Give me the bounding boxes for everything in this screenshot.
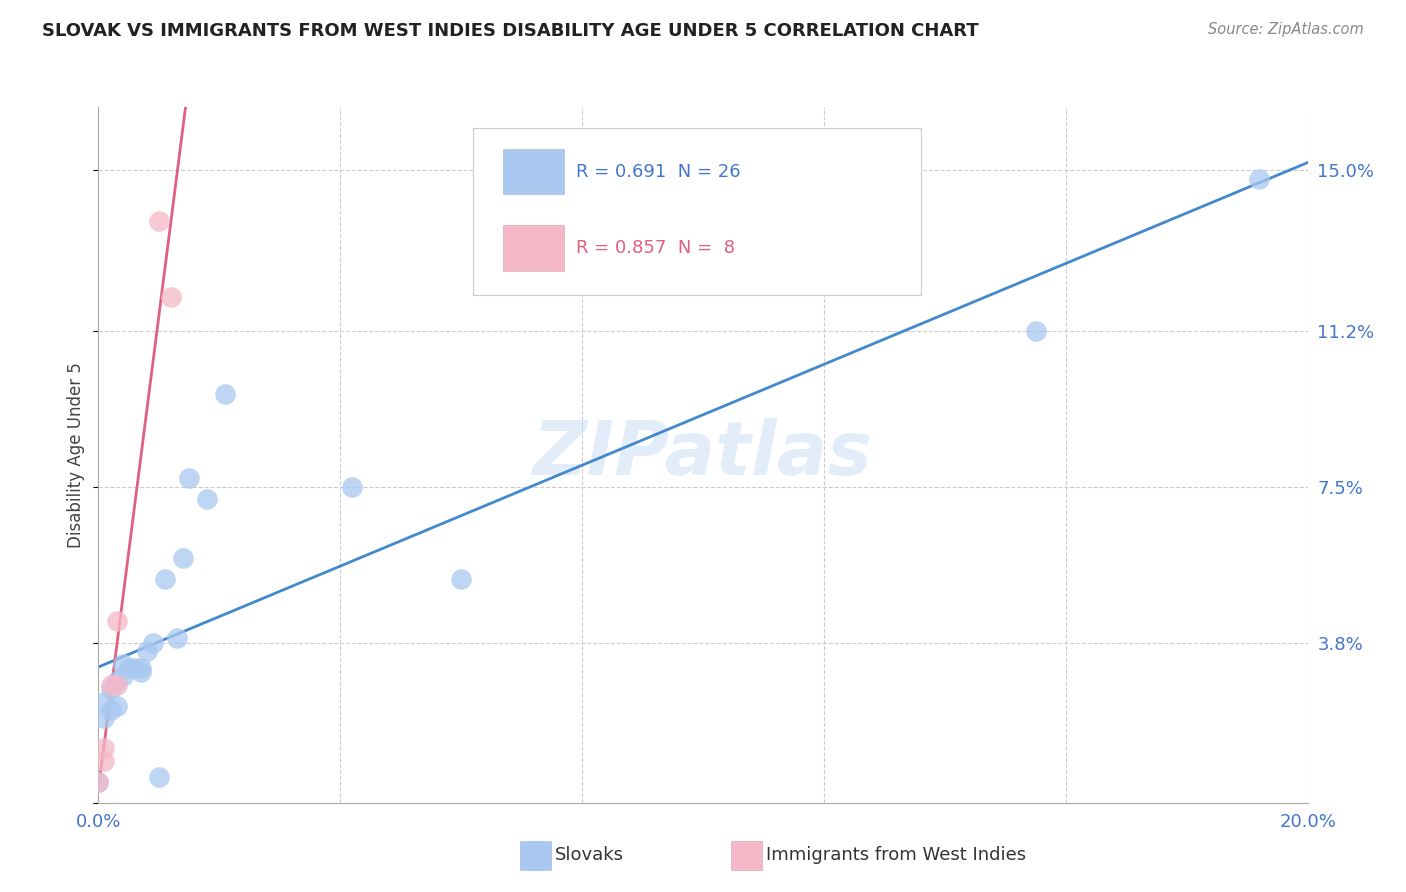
Text: Source: ZipAtlas.com: Source: ZipAtlas.com	[1208, 22, 1364, 37]
Point	[153, 572, 176, 586]
Text: Immigrants from West Indies: Immigrants from West Indies	[766, 847, 1026, 864]
Text: SLOVAK VS IMMIGRANTS FROM WEST INDIES DISABILITY AGE UNDER 5 CORRELATION CHART: SLOVAK VS IMMIGRANTS FROM WEST INDIES DI…	[42, 22, 979, 40]
Point	[111, 657, 134, 671]
Point	[93, 741, 115, 756]
Point	[100, 681, 122, 696]
Point	[160, 290, 183, 304]
Point	[111, 669, 134, 683]
FancyBboxPatch shape	[474, 128, 921, 295]
Point	[105, 673, 128, 688]
Point	[1249, 171, 1271, 186]
Point	[105, 698, 128, 713]
Point	[129, 661, 152, 675]
Point	[179, 471, 201, 485]
Text: R = 0.857  N =  8: R = 0.857 N = 8	[576, 239, 735, 257]
Point	[214, 386, 236, 401]
Point	[1024, 324, 1046, 338]
Point	[105, 678, 128, 692]
Point	[142, 635, 165, 649]
Point	[93, 695, 115, 709]
Point	[118, 661, 141, 675]
Point	[195, 492, 218, 507]
Point	[166, 632, 188, 646]
Y-axis label: Disability Age Under 5: Disability Age Under 5	[67, 362, 86, 548]
Point	[124, 661, 146, 675]
Text: ZIPatlas: ZIPatlas	[533, 418, 873, 491]
Point	[93, 754, 115, 768]
Point	[135, 644, 157, 658]
Point	[93, 711, 115, 725]
Point	[450, 572, 472, 586]
Point	[105, 615, 128, 629]
Point	[148, 214, 170, 228]
Point	[129, 665, 152, 679]
FancyBboxPatch shape	[503, 226, 564, 270]
Point	[100, 678, 122, 692]
Point	[100, 703, 122, 717]
Text: R = 0.691  N = 26: R = 0.691 N = 26	[576, 162, 741, 181]
Point	[342, 479, 364, 493]
FancyBboxPatch shape	[503, 149, 564, 194]
Point	[87, 774, 110, 789]
Point	[148, 771, 170, 785]
Text: Slovaks: Slovaks	[555, 847, 624, 864]
Point	[87, 774, 110, 789]
Point	[172, 551, 194, 566]
